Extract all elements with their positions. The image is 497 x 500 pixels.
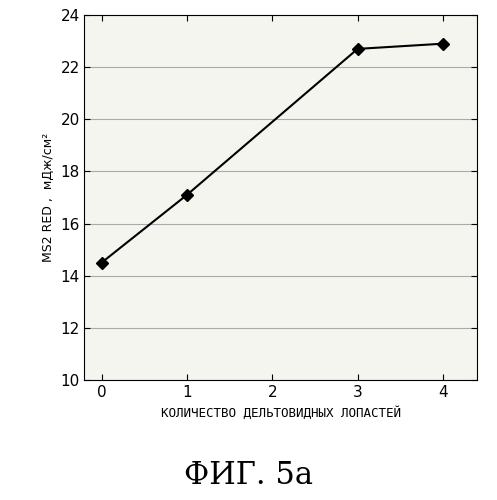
Y-axis label: MS2 RED ,  мДж/см²: MS2 RED , мДж/см² [42,133,55,262]
X-axis label: КОЛИЧЕСТВО ДЕЛЬТОВИДНЫХ ЛОПАСТЕЙ: КОЛИЧЕСТВО ДЕЛЬТОВИДНЫХ ЛОПАСТЕЙ [161,407,401,420]
Text: ФИГ. 5а: ФИГ. 5а [184,460,313,490]
